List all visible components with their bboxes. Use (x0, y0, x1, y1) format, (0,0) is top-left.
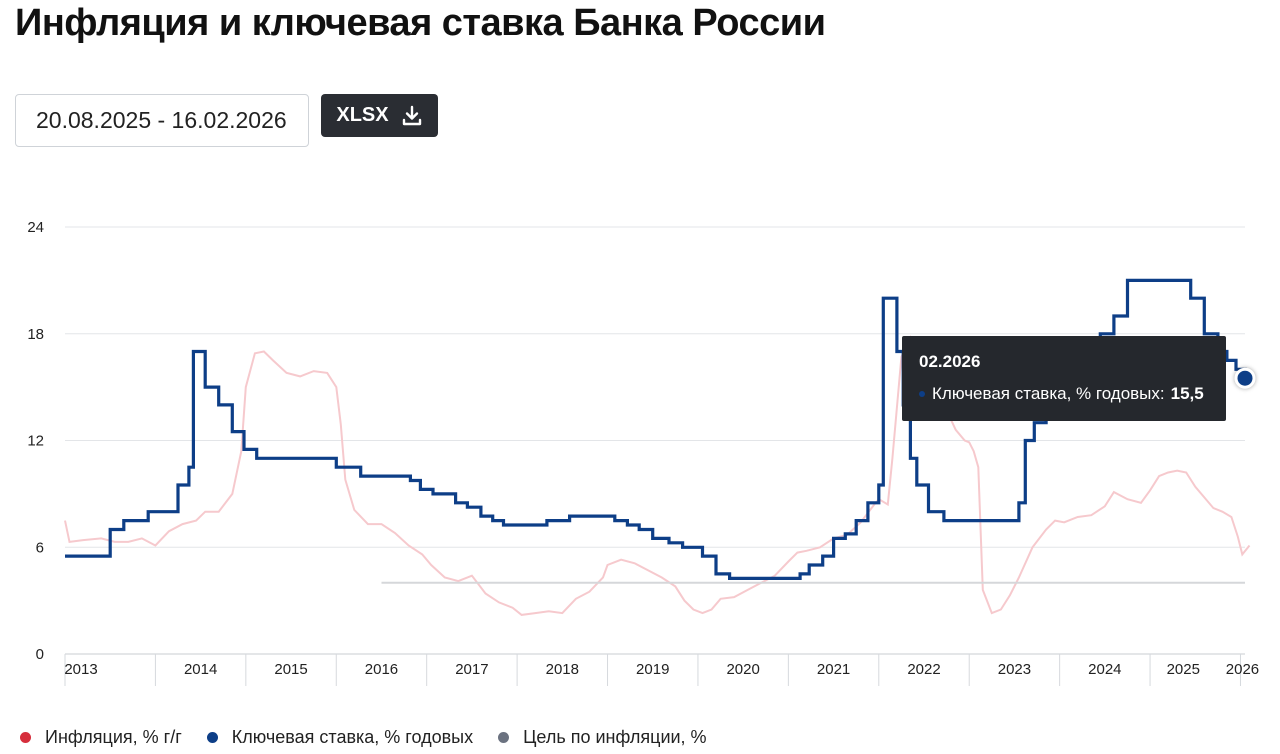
x-tick-label: 2021 (817, 661, 850, 678)
inflation-line (64, 335, 1251, 616)
x-tick-label: 2015 (274, 661, 307, 678)
legend-item-target[interactable]: Цель по инфляции, % (498, 727, 707, 748)
x-tick-label: 2020 (726, 661, 759, 678)
x-tick-label: 2024 (1088, 661, 1121, 678)
legend-label-inflation: Инфляция, % г/г (45, 727, 182, 747)
key-rate-highlight-point (1234, 367, 1256, 389)
x-tick-label: 2018 (546, 661, 579, 678)
x-tick-label: 2022 (907, 661, 940, 678)
legend-label-target: Цель по инфляции, % (523, 727, 707, 747)
y-tick-label: 6 (36, 539, 44, 556)
chart-tooltip: 02.2026 Ключевая ставка, % годовых: 15,5 (902, 336, 1226, 421)
xlsx-label: XLSX (336, 104, 389, 126)
date-range-input[interactable]: 20.08.2025 - 16.02.2026 (15, 94, 309, 147)
legend-dot-target (498, 732, 510, 743)
y-tick-label: 12 (27, 433, 44, 450)
x-tick-label: 2016 (365, 661, 398, 678)
download-icon (401, 105, 423, 127)
x-tick-label: 2023 (998, 661, 1031, 678)
tooltip-series-label: Ключевая ставка, % годовых: (932, 384, 1165, 403)
tooltip-value: 15,5 (1170, 384, 1204, 403)
legend-dot-key-rate (206, 732, 218, 743)
legend-dot-inflation (20, 732, 31, 743)
x-tick-label: 2014 (184, 661, 217, 678)
date-range-value: 20.08.2025 - 16.02.2026 (36, 107, 287, 133)
x-tick-label: 2019 (636, 661, 669, 678)
chart-legend: Инфляция, % г/г Ключевая ставка, % годов… (20, 727, 732, 748)
x-tick-label: 2017 (455, 661, 488, 678)
x-tick-label: 2026 (1226, 661, 1259, 678)
legend-item-key-rate[interactable]: Ключевая ставка, % годовых (206, 727, 474, 748)
inflation-rate-chart[interactable]: 0 6 12 18 24 2013 2014 2015 2016 2017 2018 2019 2020… (0, 200, 1280, 700)
x-tick-label: 2013 (64, 661, 97, 678)
y-tick-label: 18 (27, 326, 44, 343)
y-tick-label: 0 (36, 646, 44, 663)
legend-item-inflation[interactable]: Инфляция, % г/г (20, 727, 182, 748)
xlsx-download-button[interactable]: XLSX (321, 94, 438, 137)
y-tick-label: 24 (27, 219, 44, 236)
x-tick-label: 2025 (1167, 661, 1200, 678)
legend-label-key-rate: Ключевая ставка, % годовых (231, 727, 474, 747)
tooltip-date: 02.2026 (919, 352, 981, 371)
page-title: Инфляция и ключевая ставка Банка России (15, 2, 826, 44)
tooltip-series-dot (919, 391, 925, 397)
